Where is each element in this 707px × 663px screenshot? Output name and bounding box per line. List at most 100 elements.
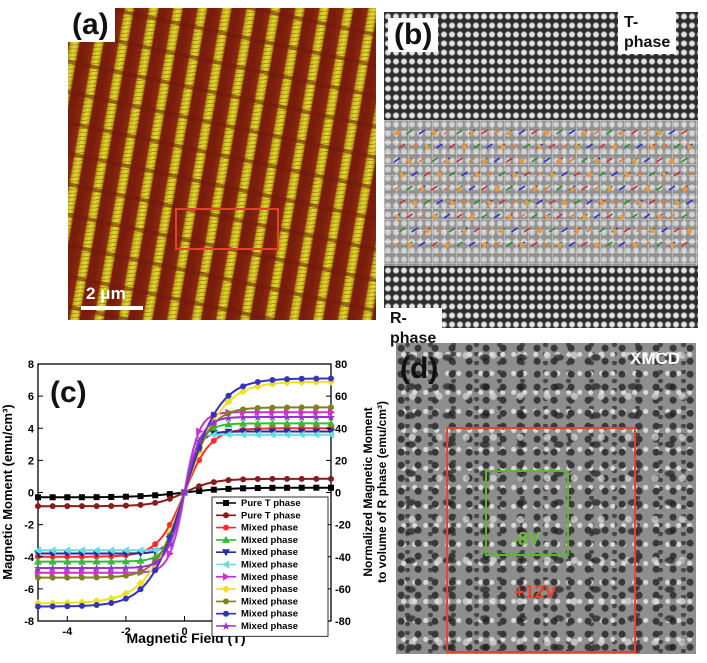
data-point <box>223 598 229 605</box>
atom-dot <box>582 214 587 220</box>
polarization-arrow <box>511 227 518 233</box>
atom-dot <box>674 200 680 206</box>
data-point <box>48 557 57 565</box>
polarization-arrow <box>593 185 601 191</box>
data-point <box>328 375 334 382</box>
data-point <box>240 476 247 483</box>
data-point <box>152 499 159 506</box>
atom-dot <box>657 214 662 220</box>
y-tick-label: -4 <box>24 552 35 564</box>
data-point <box>108 573 115 580</box>
polarization-arrow <box>643 129 651 135</box>
y2-tick-label: 80 <box>335 359 347 371</box>
polarization-arrow <box>456 157 463 163</box>
y-tick-label: 4 <box>28 423 35 435</box>
atom-dot <box>637 200 642 206</box>
data-point <box>137 501 144 508</box>
polarization-arrow <box>518 213 526 219</box>
y2-tick-label: -60 <box>335 584 351 596</box>
polarization-arrow <box>518 185 526 191</box>
y2-axis-label-line1: Normalized Magnetic Moment <box>361 407 375 576</box>
polarization-arrow <box>411 171 418 177</box>
data-point <box>313 484 320 491</box>
outer-box-voltage: +12V <box>514 582 557 602</box>
panel-b-label: (b) <box>388 18 439 52</box>
atom-dot <box>494 186 500 192</box>
data-point <box>210 411 217 418</box>
panel-c: -8 -6 -4 -2 0 2 4 6 8 -80 -60 -40 -20 0 20 40 60 80 -4 -2 0 … <box>0 340 392 663</box>
data-point <box>283 419 292 427</box>
polarization-arrow <box>648 199 656 205</box>
y2-tick-label: -40 <box>335 552 351 564</box>
data-point <box>137 493 144 500</box>
data-point <box>313 404 320 411</box>
data-point <box>34 546 41 555</box>
polarization-arrow <box>411 227 418 233</box>
data-point <box>254 485 261 492</box>
polarization-arrow <box>468 241 476 247</box>
atom-dot <box>612 228 617 234</box>
atom-dot <box>632 242 637 248</box>
atom-dot <box>687 144 692 150</box>
atom-dot <box>624 172 630 178</box>
atom-dot <box>649 144 655 150</box>
data-point <box>328 484 334 491</box>
data-point <box>284 484 291 491</box>
atom-dot <box>574 144 580 150</box>
atom-dot <box>594 242 600 248</box>
data-point <box>253 428 262 436</box>
polarization-arrow <box>436 227 443 233</box>
polarization-arrow <box>393 185 401 191</box>
polarization-arrow <box>673 171 681 177</box>
polarization-arrow <box>606 213 613 219</box>
polarization-arrow <box>623 143 631 149</box>
atom-dot <box>557 242 562 248</box>
inner-box <box>485 470 569 556</box>
polarization-arrow <box>511 199 518 205</box>
data-point <box>240 383 247 390</box>
data-point <box>93 503 100 510</box>
data-point <box>269 404 276 411</box>
data-point <box>151 546 159 555</box>
polarization-arrow <box>448 227 456 233</box>
data-point <box>78 602 85 609</box>
atom-dot <box>437 172 442 178</box>
legend-label: Mixed phase <box>241 547 298 558</box>
data-point <box>224 428 233 436</box>
polarization-arrow <box>581 157 588 163</box>
polarization-arrow <box>518 129 526 135</box>
polarization-arrow <box>531 129 538 135</box>
xmcd-tag: XMCD <box>630 349 681 368</box>
panel-a-label: (a) <box>66 8 115 42</box>
polarization-arrow <box>631 129 638 135</box>
polarization-arrow <box>668 129 676 135</box>
polarization-arrow <box>456 213 463 219</box>
polarization-arrow <box>493 157 501 163</box>
inner-box-voltage: -8V <box>512 529 541 549</box>
data-point <box>92 546 100 555</box>
data-point <box>240 406 247 413</box>
data-point <box>166 491 173 498</box>
atom-dot <box>469 130 475 136</box>
polarization-arrow <box>681 241 688 247</box>
data-point <box>298 475 305 482</box>
data-point <box>210 479 217 486</box>
legend-label: Mixed phase <box>241 609 298 620</box>
data-point <box>283 428 292 436</box>
atom-dot <box>662 172 667 178</box>
data-point <box>107 546 115 555</box>
data-point <box>224 430 232 439</box>
legend-label: Mixed phase <box>241 535 298 546</box>
legend-label: Mixed phase <box>241 572 298 583</box>
polarization-arrow <box>486 227 493 233</box>
polarization-arrow <box>506 241 513 247</box>
legend-label: Mixed phase <box>241 596 298 607</box>
data-point <box>196 457 203 464</box>
atom-dot <box>599 200 605 206</box>
atom-dot <box>682 186 687 192</box>
atom-dot <box>532 186 537 192</box>
polarization-arrow <box>556 129 563 135</box>
data-point <box>253 382 262 391</box>
data-point <box>49 494 56 501</box>
data-point <box>35 574 41 581</box>
